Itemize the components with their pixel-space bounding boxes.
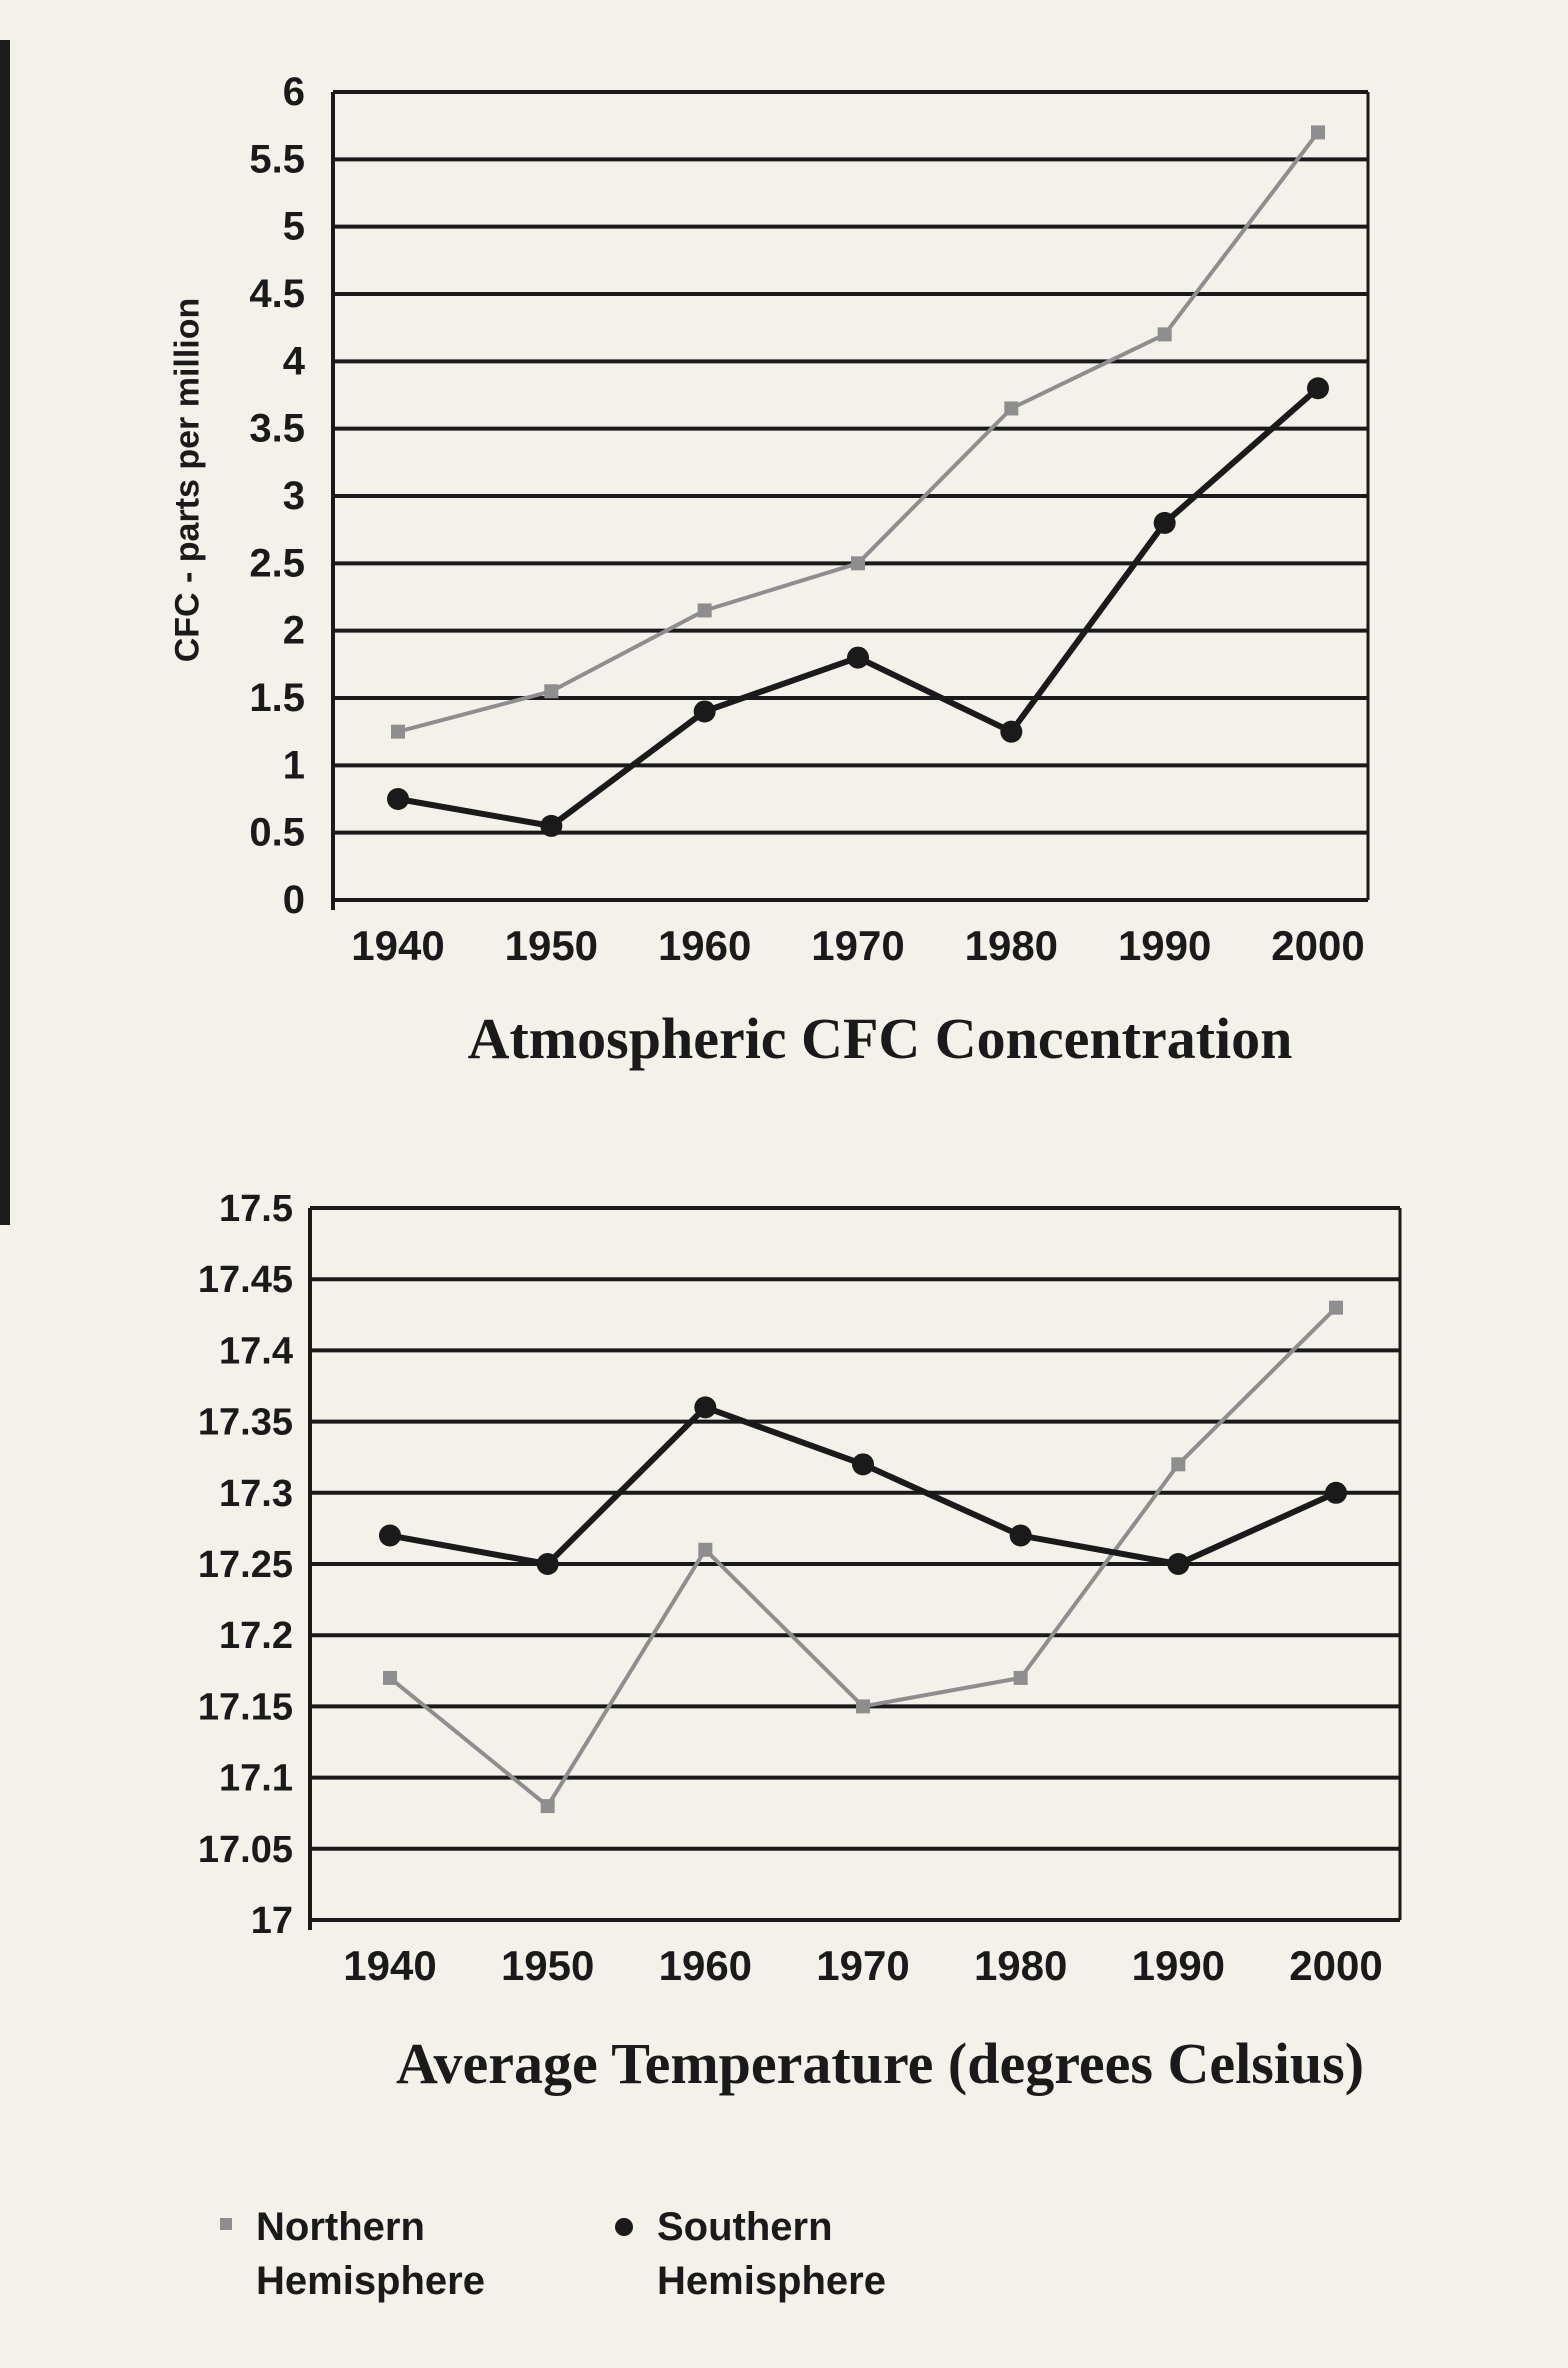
cfc-x-tick-label: 1950: [505, 922, 598, 969]
temperature-x-tick-label: 1940: [343, 1942, 436, 1989]
page-edge-bar: [0, 40, 10, 1225]
cfc-series-line-southern: [397, 386, 1320, 830]
temperature-y-tick-label: 17.45: [198, 1259, 293, 1301]
legend-label-southern: Southern Hemisphere: [657, 2200, 947, 2308]
cfc-data-point-southern: [1307, 377, 1329, 400]
legend-label-northern: Northern Hemisphere: [256, 2200, 546, 2308]
temperature-data-point-southern: [379, 1524, 401, 1547]
cfc-x-tick-label: 2000: [1271, 922, 1364, 969]
temperature-data-point-southern: [852, 1453, 874, 1476]
temperature-y-tick-label: 17.05: [198, 1829, 293, 1871]
legend-label-northern-line2: Hemisphere: [256, 2259, 485, 2303]
cfc-y-tick-label: 3: [283, 474, 305, 518]
cfc-data-point-southern: [387, 788, 409, 810]
legend-label-southern-line1: Southern: [657, 2205, 833, 2249]
cfc-data-point-southern: [1153, 511, 1176, 534]
temperature-data-point-southern: [536, 1553, 559, 1575]
temperature-x-tick-label: 1950: [501, 1942, 594, 1989]
cfc-chart: 0 0.5 1 1.5 2 2.5 3 3.5 4 4.5 5 5.5 6 1940 1950 1960 197…: [249, 70, 1370, 969]
temperature-y-tick-label: 17.5: [219, 1188, 293, 1230]
cfc-x-tick-label: 1960: [658, 922, 751, 969]
cfc-y-tick-label: 3.5: [249, 407, 305, 451]
cfc-data-point-northern: [1004, 401, 1019, 416]
temperature-y-tick-label: 17.4: [219, 1330, 293, 1372]
temperature-data-point-northern: [1329, 1300, 1343, 1315]
temperature-chart-title: Average Temperature (degrees Celsius): [395, 2031, 1365, 2096]
cfc-data-point-northern: [851, 556, 865, 571]
legend-item-northern: Northern Hemisphere: [220, 2200, 546, 2308]
cfc-data-point-northern: [1311, 125, 1325, 140]
temperature-y-tick-label: 17.1: [219, 1758, 293, 1800]
temperature-data-point-northern: [1013, 1670, 1028, 1685]
cfc-series-line-northern: [397, 131, 1320, 734]
temperature-y-tick-label: 17: [251, 1900, 293, 1942]
temperature-data-point-northern: [698, 1542, 713, 1557]
cfc-data-point-southern: [540, 814, 563, 837]
temperature-y-tick-label: 17.25: [198, 1544, 293, 1586]
cfc-y-tick-label: 6: [283, 70, 305, 114]
temperature-x-tick-label: 1970: [816, 1942, 909, 1989]
circle-marker-icon: [615, 2218, 633, 2236]
temperature-data-point-southern: [1167, 1553, 1190, 1575]
cfc-y-tick-label: 0: [283, 878, 305, 922]
cfc-x-tick-label: 1940: [351, 922, 444, 969]
temperature-data-point-northern: [1171, 1457, 1186, 1472]
temperature-x-tick-label: 1980: [974, 1942, 1067, 1989]
legend-label-southern-line2: Hemisphere: [657, 2259, 886, 2303]
temperature-data-point-northern: [540, 1799, 555, 1814]
cfc-data-point-northern: [391, 724, 405, 739]
legend-label-northern-line1: Northern: [256, 2205, 425, 2249]
temperature-data-point-southern: [694, 1396, 717, 1419]
temperature-y-tick-label: 17.3: [219, 1473, 293, 1515]
temperature-x-tick-label: 1990: [1132, 1942, 1225, 1989]
square-marker-icon: [220, 2218, 232, 2230]
cfc-chart-title: Atmospheric CFC Concentration: [467, 1006, 1293, 1071]
cfc-data-point-southern: [1000, 720, 1023, 743]
cfc-y-tick-label: 2: [283, 609, 305, 653]
cfc-data-point-southern: [693, 700, 716, 723]
temperature-data-point-southern: [1325, 1481, 1347, 1504]
temperature-y-tick-label: 17.35: [198, 1402, 293, 1444]
temperature-y-tick-label: 17.2: [219, 1615, 293, 1657]
temperature-data-point-northern: [856, 1699, 870, 1714]
temperature-chart: 17 17.05 17.1 17.15 17.2 17.25 17.3 17.35 17.4 17…: [198, 1188, 1402, 1989]
cfc-data-point-northern: [1157, 327, 1172, 342]
cfc-y-axis-label: CFC - parts per million: [168, 297, 207, 663]
cfc-x-tick-label: 1970: [811, 922, 904, 969]
cfc-y-tick-label: 1: [283, 743, 305, 787]
temperature-x-tick-label: 2000: [1289, 1942, 1382, 1989]
cfc-y-tick-label: 1.5: [249, 676, 305, 720]
cfc-x-tick-label: 1990: [1118, 922, 1211, 969]
cfc-y-tick-label: 4.5: [249, 272, 305, 316]
temperature-y-tick-label: 17.15: [198, 1686, 293, 1728]
legend: Northern Hemisphere Southern Hemisphere: [0, 2200, 1568, 2350]
temperature-data-point-northern: [383, 1670, 397, 1685]
temperature-data-point-southern: [1009, 1524, 1032, 1547]
temperature-series-line-southern: [389, 1403, 1338, 1568]
cfc-x-tick-label: 1980: [965, 922, 1058, 969]
cfc-data-point-southern: [847, 646, 869, 669]
legend-item-southern: Southern Hemisphere: [615, 2200, 947, 2308]
cfc-y-tick-label: 2.5: [249, 541, 305, 585]
cfc-y-tick-label: 0.5: [249, 811, 305, 855]
cfc-y-tick-label: 4: [283, 339, 306, 383]
cfc-y-tick-label: 5: [283, 205, 305, 249]
cfc-data-point-northern: [544, 684, 559, 699]
cfc-data-point-northern: [697, 603, 712, 618]
temperature-x-tick-label: 1960: [659, 1942, 752, 1989]
cfc-y-tick-label: 5.5: [249, 137, 305, 181]
